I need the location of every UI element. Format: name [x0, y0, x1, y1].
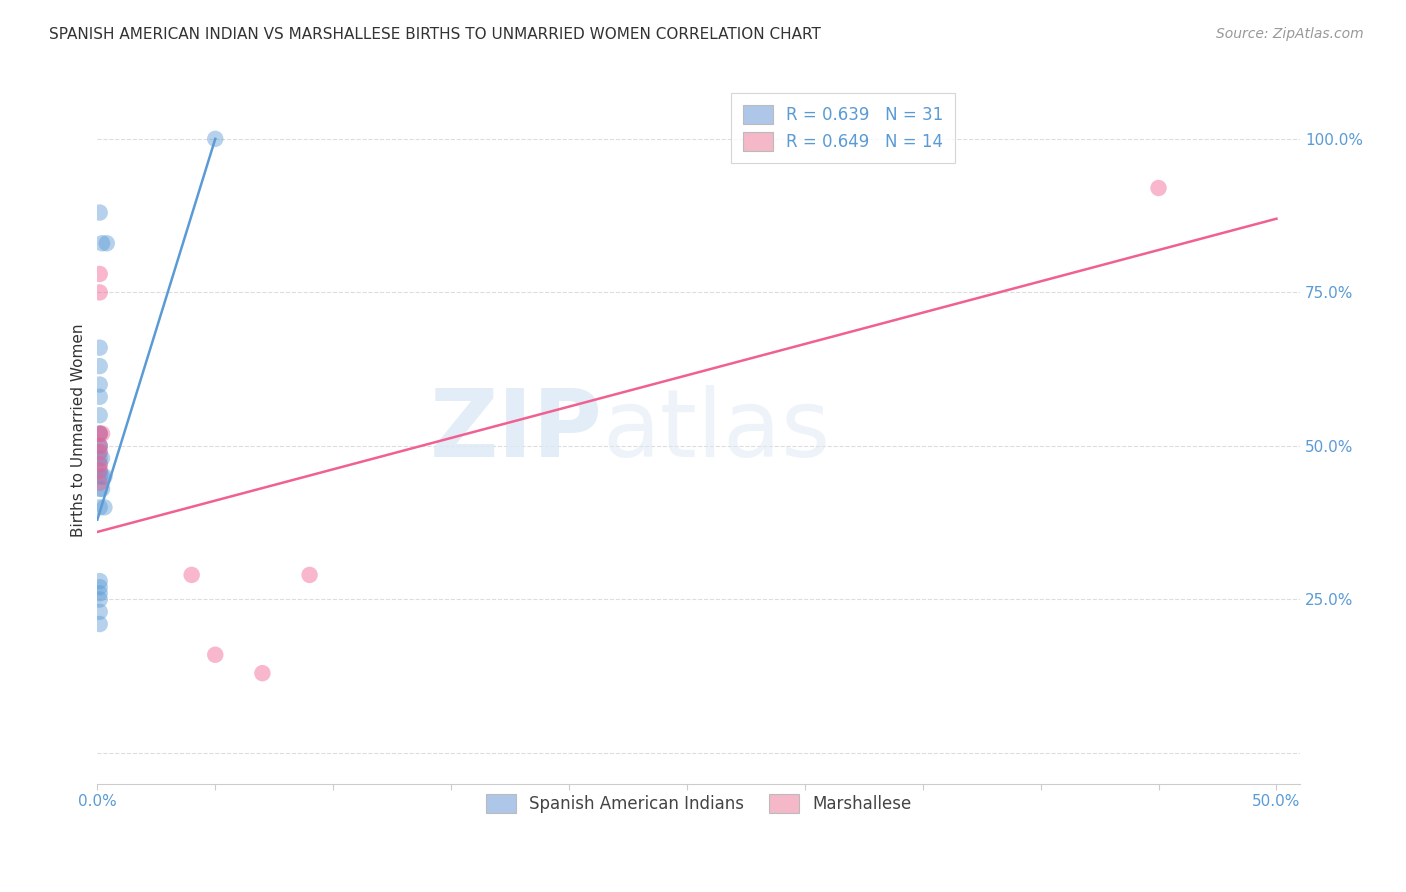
- Point: [89, 482, 111, 496]
- Y-axis label: Births to Unmarried Women: Births to Unmarried Women: [72, 324, 86, 537]
- Point: [91, 482, 114, 496]
- Legend: Spanish American Indians, Marshallese: Spanish American Indians, Marshallese: [474, 782, 924, 825]
- Point: [89, 445, 111, 459]
- Point: [89, 341, 111, 355]
- Point: [89, 475, 111, 490]
- Point: [91, 451, 114, 466]
- Point: [89, 463, 111, 477]
- Point: [89, 267, 111, 281]
- Point: [89, 458, 111, 472]
- Point: [89, 377, 111, 392]
- Point: [89, 426, 111, 441]
- Point: [91, 469, 114, 483]
- Point: [91, 236, 114, 251]
- Point: [89, 426, 111, 441]
- Point: [204, 648, 226, 662]
- Point: [89, 580, 111, 594]
- Text: Source: ZipAtlas.com: Source: ZipAtlas.com: [1216, 27, 1364, 41]
- Point: [252, 666, 274, 681]
- Point: [89, 439, 111, 453]
- Point: [89, 359, 111, 373]
- Point: [89, 605, 111, 619]
- Point: [89, 592, 111, 607]
- Point: [89, 439, 111, 453]
- Text: ZIP: ZIP: [430, 384, 603, 476]
- Point: [89, 445, 111, 459]
- Point: [89, 390, 111, 404]
- Point: [89, 469, 111, 483]
- Point: [89, 426, 111, 441]
- Point: [89, 439, 111, 453]
- Point: [1147, 181, 1170, 195]
- Point: [89, 451, 111, 466]
- Point: [93, 500, 115, 515]
- Point: [298, 568, 321, 582]
- Point: [91, 426, 114, 441]
- Point: [89, 463, 111, 477]
- Point: [96, 236, 118, 251]
- Point: [89, 586, 111, 600]
- Point: [89, 285, 111, 300]
- Point: [180, 568, 202, 582]
- Point: [204, 132, 226, 146]
- Text: atlas: atlas: [603, 384, 831, 476]
- Point: [89, 205, 111, 219]
- Point: [89, 500, 111, 515]
- Point: [89, 409, 111, 423]
- Text: SPANISH AMERICAN INDIAN VS MARSHALLESE BIRTHS TO UNMARRIED WOMEN CORRELATION CHA: SPANISH AMERICAN INDIAN VS MARSHALLESE B…: [49, 27, 821, 42]
- Point: [89, 617, 111, 632]
- Point: [89, 458, 111, 472]
- Point: [93, 469, 115, 483]
- Point: [89, 574, 111, 588]
